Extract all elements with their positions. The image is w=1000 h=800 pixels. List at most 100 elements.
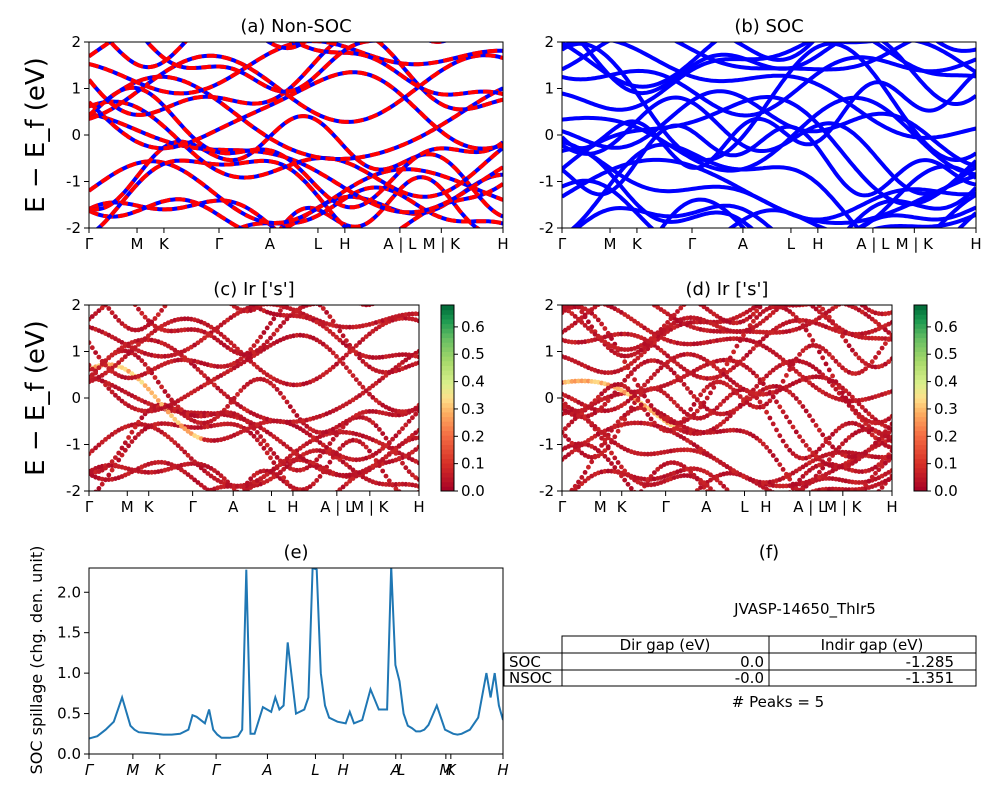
proj-d-dot [859, 358, 865, 364]
proj-c-dot [308, 500, 313, 505]
proj-c-dot [307, 463, 313, 469]
proj-d-dot [774, 307, 779, 313]
xtick-label: K [144, 498, 155, 516]
proj-c-dot [99, 439, 105, 445]
proj-c-dot [363, 444, 369, 450]
proj-d-dot [704, 306, 710, 312]
proj-d-dot [804, 295, 809, 300]
proj-d-dot [830, 373, 835, 379]
proj-c-dot [142, 336, 148, 341]
proj-d-dot [803, 483, 809, 489]
proj-d-dot [635, 364, 641, 369]
proj-d-dot [857, 300, 862, 305]
proj-c-dot [396, 443, 402, 449]
proj-d-dot [573, 517, 578, 522]
proj-d-dot [619, 527, 624, 532]
proj-c-dot [222, 522, 227, 527]
xtick-label: A | L [383, 235, 417, 253]
proj-d-dot [560, 518, 565, 523]
proj-c-dot [403, 357, 409, 363]
proj-c-dot [238, 491, 243, 496]
proj-c-dot [284, 479, 290, 485]
proj-d-dot [735, 515, 740, 520]
proj-d-dot [764, 409, 769, 415]
proj-c-dot [337, 282, 342, 287]
proj-d-dot [579, 516, 584, 521]
colorbar-segment [441, 425, 454, 432]
soc-band-13 [562, 71, 976, 170]
proj-d-dot [566, 325, 571, 331]
proj-d-dot [853, 517, 858, 522]
proj-c-dot [363, 388, 369, 394]
proj-c-dot [327, 347, 333, 353]
xtick-label: A [228, 498, 239, 516]
proj-d-dot [599, 337, 604, 342]
proj-c-dot [202, 468, 207, 474]
proj-c-dot [156, 517, 161, 522]
proj-d-dot [570, 296, 575, 301]
proj-d-dot [668, 316, 674, 322]
proj-d-dot [612, 282, 617, 287]
proj-d-dot [724, 487, 730, 491]
proj-d-dot [691, 431, 697, 436]
table-cell-soc-indir: -1.285 [906, 653, 954, 671]
proj-c-dot [241, 416, 247, 422]
proj-c-dot [314, 437, 320, 443]
proj-c-dot [337, 428, 343, 434]
proj-d-dot [668, 396, 674, 402]
xtick-label: H [497, 761, 508, 779]
proj-d-dot [589, 307, 595, 312]
proj-d-dot [678, 364, 684, 369]
colorbar-segment [441, 388, 454, 394]
proj-d-dot [595, 448, 601, 454]
proj-d-dot [628, 389, 634, 395]
proj-d-dot [777, 504, 782, 509]
proj-c-dot [416, 318, 419, 324]
proj-c-dot [271, 474, 277, 480]
proj-c-dot [354, 285, 359, 290]
proj-d-dot [843, 298, 848, 303]
ytick-label: 2 [544, 296, 554, 314]
colorbar-segment [441, 360, 454, 366]
proj-c-dot [202, 373, 207, 379]
proj-d-dot [787, 309, 793, 314]
proj-d-dot [800, 438, 806, 444]
proj-c-dot [149, 390, 155, 396]
proj-c-dot [228, 340, 234, 346]
proj-c-dot [126, 291, 131, 296]
proj-d-dot [731, 336, 736, 342]
xtick-label: M [121, 498, 134, 516]
proj-d-dot [704, 384, 710, 390]
proj-c-dot [238, 491, 243, 496]
proj-c-dot [175, 420, 181, 425]
proj-c-dot [96, 442, 102, 448]
ytick-label: -1 [539, 436, 554, 454]
proj-d-dot [572, 314, 578, 319]
colorbar-segment [441, 411, 454, 418]
proj-d-dot [814, 254, 819, 259]
proj-c-dot [281, 475, 287, 480]
proj-d-dot [747, 314, 753, 320]
proj-d-dot [853, 408, 859, 414]
proj-c-dot [258, 511, 263, 516]
proj-c-dot [331, 274, 336, 279]
proj-d-dot [593, 300, 598, 305]
proj-d-dot [889, 337, 892, 342]
proj-d-dot [605, 457, 611, 463]
proj-c-dot [99, 358, 105, 364]
proj-d-dot [754, 315, 760, 320]
proj-c-dot [416, 444, 419, 450]
proj-d-dot [715, 503, 720, 508]
proj-d-dot [873, 293, 878, 298]
proj-d-dot [718, 507, 723, 512]
proj-d-dot [642, 407, 647, 413]
colorbar-segment [441, 435, 454, 441]
proj-d-dot [754, 435, 760, 441]
colorbar-segment [441, 463, 454, 469]
proj-d-dot [616, 534, 621, 539]
proj-c-dot [159, 523, 164, 528]
proj-d-dot [774, 352, 779, 358]
ytick-label: 1 [544, 343, 554, 361]
proj-d-dot [857, 293, 862, 298]
